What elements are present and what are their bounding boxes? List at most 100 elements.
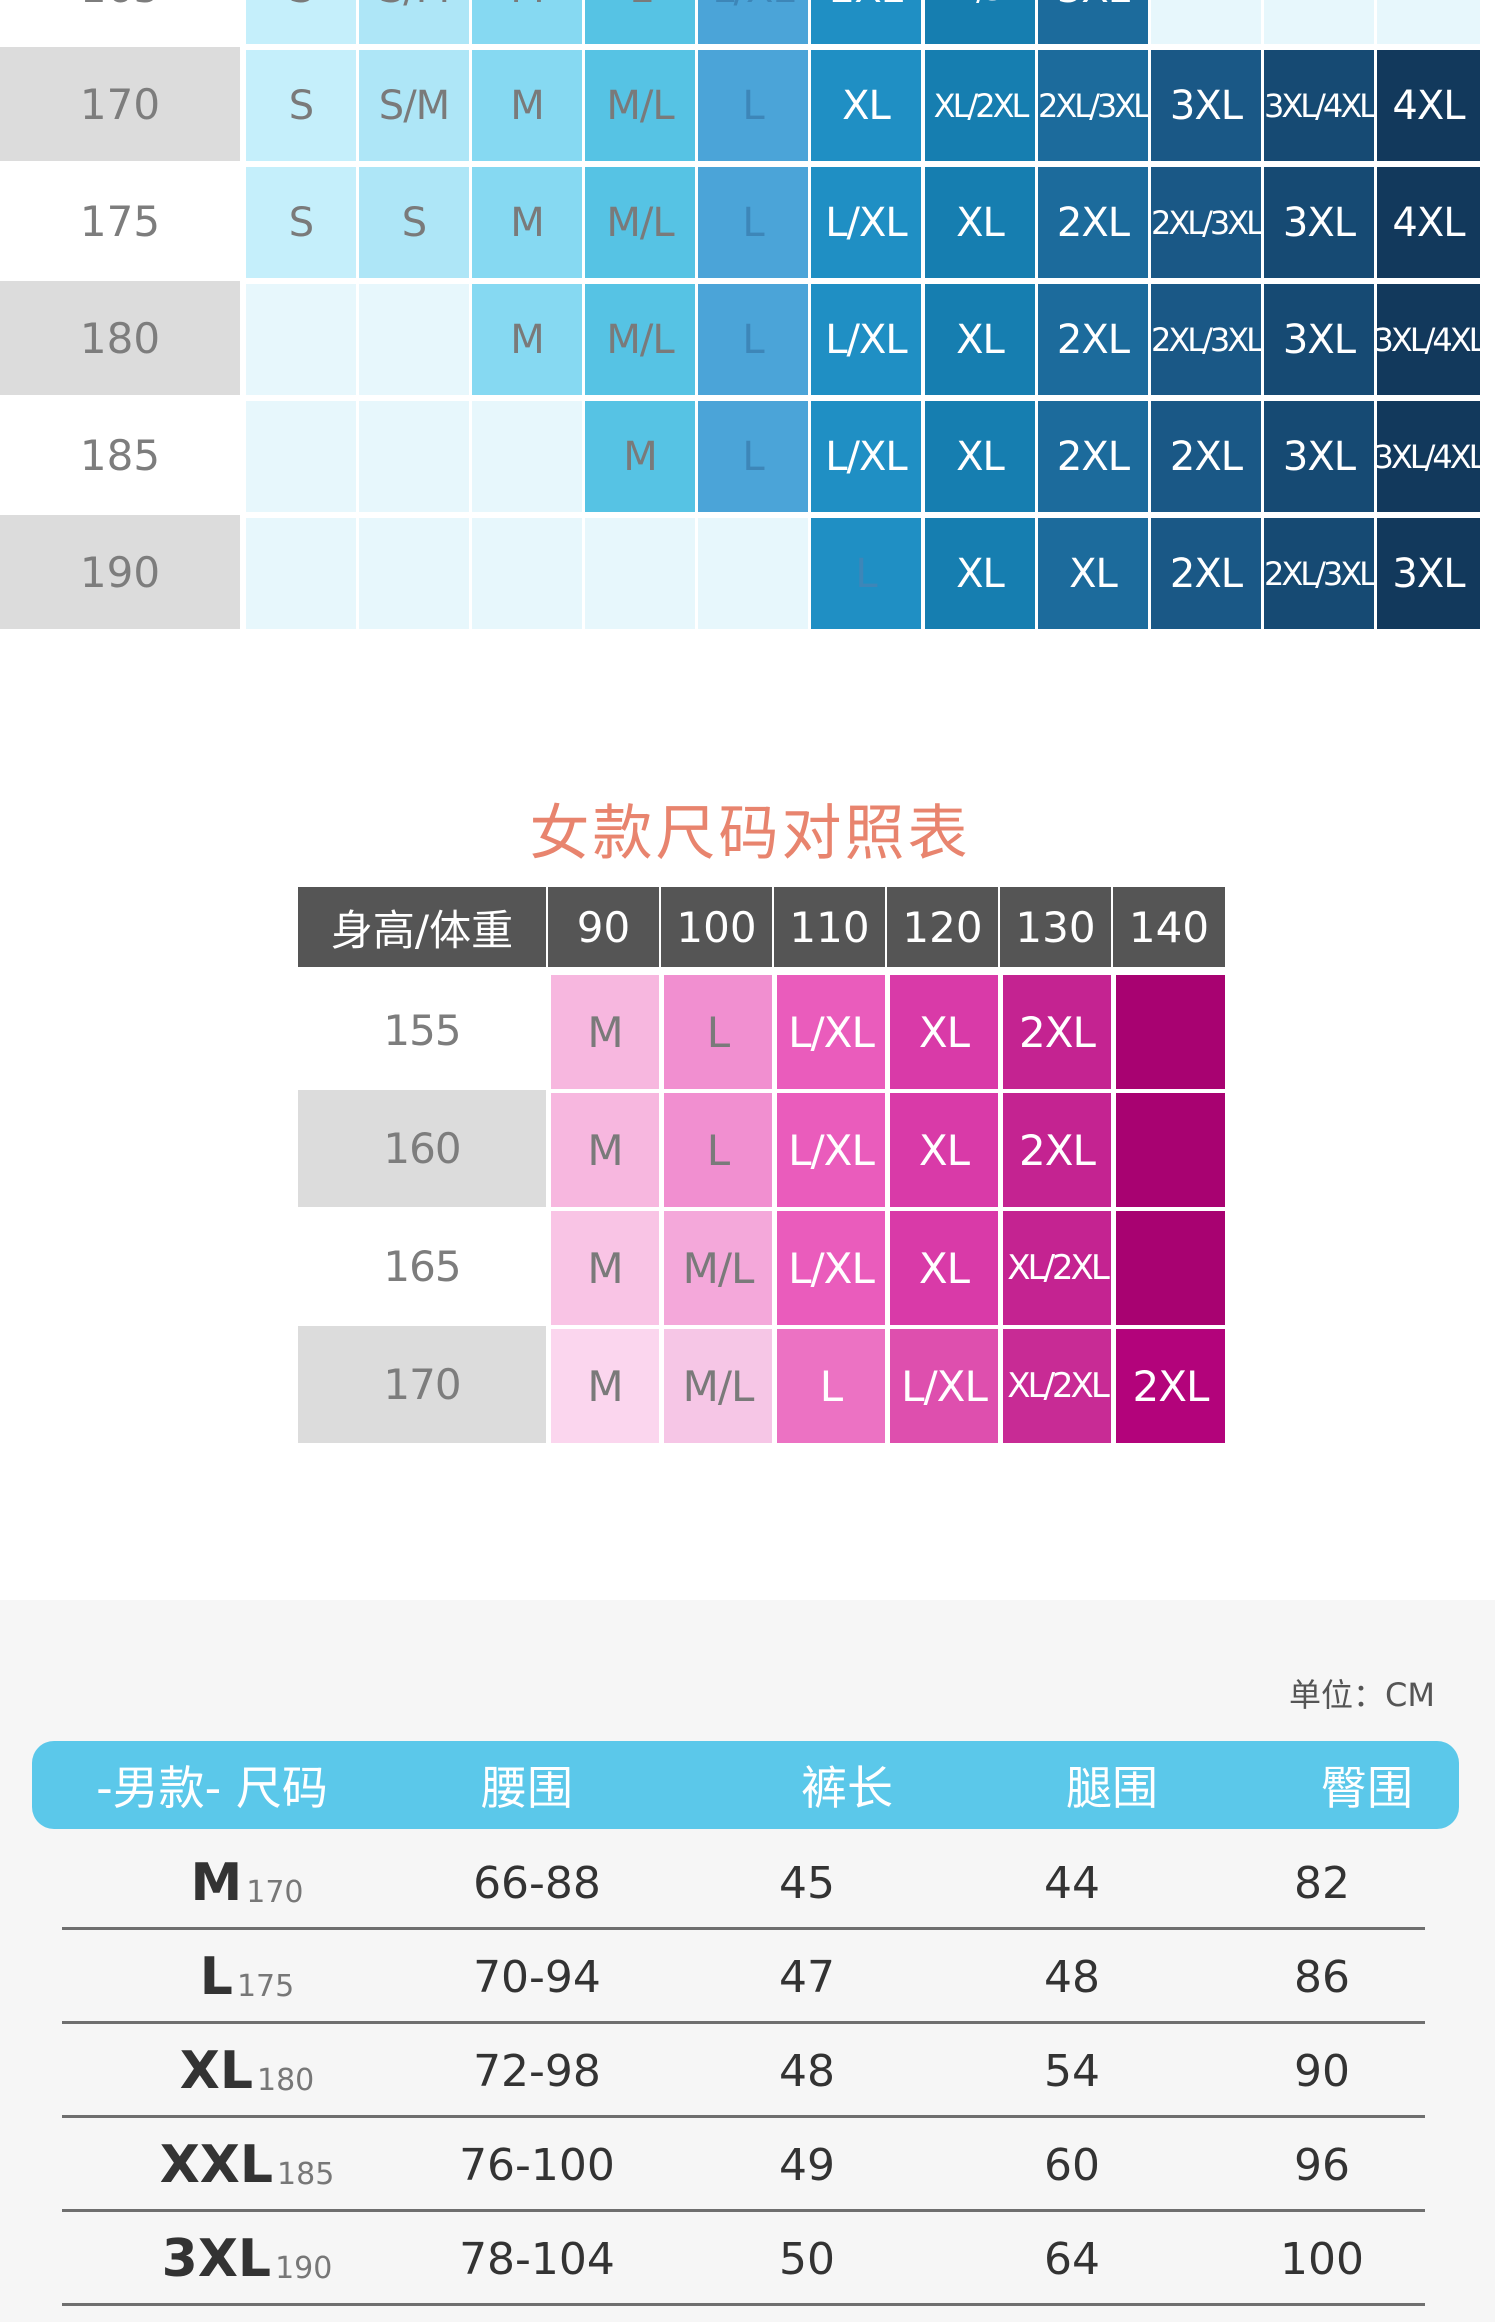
pants-hip-value: 82: [1294, 1857, 1350, 1909]
men-size-cell: 4XL: [1374, 47, 1480, 161]
women-size-cell: M/L: [661, 1208, 772, 1325]
women-size-cell: M: [548, 1208, 659, 1325]
women-height-label: 155: [298, 972, 546, 1089]
pants-size-label: XXL: [159, 2135, 274, 2195]
pants-thigh-value: 44: [1044, 1857, 1100, 1909]
women-size-cell: XL/2XL: [1000, 1208, 1111, 1325]
men-size-cell: [1261, 0, 1374, 44]
women-size-cell: M: [548, 972, 659, 1089]
pants-size-height: 170: [246, 1874, 304, 1910]
pants-size-height: 190: [275, 2250, 333, 2286]
pants-size-height: 175: [236, 1968, 295, 2004]
men-size-cell: L/XL: [695, 0, 808, 44]
pants-hip-value: 100: [1280, 2233, 1364, 2285]
pants-waist-value: 70-94: [473, 1951, 601, 2003]
pants-size-cell: M 170: [132, 1836, 362, 1930]
men-size-cell: M: [469, 0, 582, 44]
pants-row-L: L 175 70-94 47 48 86: [62, 1930, 1425, 2024]
men-size-cell: M/L: [582, 164, 695, 278]
women-size-cell: XL: [887, 1208, 998, 1325]
men-size-cell: [1148, 0, 1261, 44]
pants-waist-value: 72-98: [473, 2045, 601, 2097]
men-row-185: 185 M L L/XL XL 2XL 2XL 3XL 3XL/4XL: [0, 398, 1500, 512]
women-height-label: 165: [298, 1208, 546, 1325]
women-size-cell: [1113, 972, 1225, 1089]
men-size-cell: 3XL: [1035, 0, 1148, 44]
pants-hip-value: 90: [1294, 2045, 1350, 2097]
men-height-label: 175: [0, 164, 240, 278]
women-size-cell: [1113, 1090, 1225, 1207]
men-height-label: 170: [0, 47, 240, 161]
men-size-cell: M/L: [582, 47, 695, 161]
men-height-label: 180: [0, 281, 240, 395]
men-size-cell: M: [469, 164, 582, 278]
pants-size-cell: XL 180: [132, 2024, 362, 2118]
pants-size-label: M: [190, 1853, 243, 1913]
women-header-weight: 140: [1113, 887, 1225, 967]
pants-thigh-value: 54: [1044, 2045, 1100, 2097]
men-size-cell: [1374, 0, 1480, 44]
women-size-cell: [1113, 1208, 1225, 1325]
women-header-weight: 100: [661, 887, 772, 967]
pants-size-label: 3XL: [161, 2229, 272, 2289]
men-size-cell: [243, 398, 356, 512]
women-size-cell: 2XL: [1000, 1090, 1111, 1207]
men-size-cell: L: [695, 281, 808, 395]
pants-row-XL: XL 180 72-98 48 54 90: [62, 2024, 1425, 2118]
men-size-cell: L: [695, 164, 808, 278]
men-size-cell: [356, 515, 469, 629]
men-size-cell: [469, 515, 582, 629]
men-size-cell: XL: [922, 281, 1035, 395]
men-size-cell: XL/2XL: [922, 47, 1035, 161]
unit-label: 单位：CM: [1289, 1676, 1435, 1714]
men-size-cell: 2XL: [1035, 281, 1148, 395]
men-size-cell: [695, 515, 808, 629]
pants-header-waist: 腰围: [481, 1761, 573, 1815]
women-size-cell: M: [548, 1326, 659, 1443]
men-size-cell: M: [469, 47, 582, 161]
pants-length-value: 48: [779, 2045, 835, 2097]
women-size-cell: L: [774, 1326, 885, 1443]
men-size-cell: S/M: [356, 47, 469, 161]
men-size-cell: 3XL/4XL: [1374, 281, 1480, 395]
men-size-cell: 2XL/3XL: [1148, 164, 1261, 278]
women-row-155: 155 M L L/XL XL 2XL: [298, 972, 1228, 1089]
pants-size-label: XL: [179, 2041, 253, 2101]
women-size-cell: L/XL: [774, 1208, 885, 1325]
men-size-cell: 3XL: [1261, 398, 1374, 512]
women-size-cell: L: [661, 972, 772, 1089]
men-size-cell: L: [808, 515, 921, 629]
men-row-170: 170 S S/M M M/L L XL XL/2XL 2XL/3XL 3XL 3XL/4XL 4XL: [0, 47, 1500, 161]
pants-header-hip: 臀围: [1321, 1761, 1413, 1815]
women-size-cell: M/L: [661, 1326, 772, 1443]
men-size-cell: [243, 281, 356, 395]
pants-hip-value: 96: [1294, 2139, 1350, 2191]
men-size-cell: 3XL: [1261, 164, 1374, 278]
men-height-label: 185: [0, 398, 240, 512]
pants-length-value: 50: [779, 2233, 835, 2285]
pants-thigh-value: 48: [1044, 1951, 1100, 2003]
pants-hip-value: 86: [1294, 1951, 1350, 2003]
men-size-cell: [469, 398, 582, 512]
pants-row-M: M 170 66-88 45 44 82: [62, 1836, 1425, 1930]
men-row-175: 175 S S M M/L L L/XL XL 2XL 2XL/3XL 3XL 4XL: [0, 164, 1500, 278]
pants-size-height: 180: [256, 2062, 315, 2098]
pants-length-value: 47: [779, 1951, 835, 2003]
men-size-cell: M: [469, 281, 582, 395]
men-size-cell: L/XL: [808, 164, 921, 278]
women-row-170: 170 M M/L L L/XL XL/2XL 2XL: [298, 1326, 1228, 1443]
women-size-chart: 身高/体重 90 100 110 120 130 140 155 M L L/XL XL 2XL 160 M…: [298, 887, 1228, 1443]
men-size-cell: S/M: [356, 0, 469, 44]
women-header-height-weight: 身高/体重: [298, 887, 546, 967]
men-size-cell: 3XL: [1261, 281, 1374, 395]
men-size-cell: 2XL: [1035, 164, 1148, 278]
men-size-cell: 3XL: [1148, 47, 1261, 161]
women-header-weight: 130: [1000, 887, 1111, 967]
women-size-cell: 2XL: [1000, 972, 1111, 1089]
men-row-180: 180 M M/L L L/XL XL 2XL 2XL/3XL 3XL 3XL/4XL: [0, 281, 1500, 395]
pants-thigh-value: 64: [1044, 2233, 1100, 2285]
pants-header-length: 裤长: [801, 1761, 893, 1815]
women-size-cell: L: [661, 1090, 772, 1207]
men-height-label: 190: [0, 515, 240, 629]
